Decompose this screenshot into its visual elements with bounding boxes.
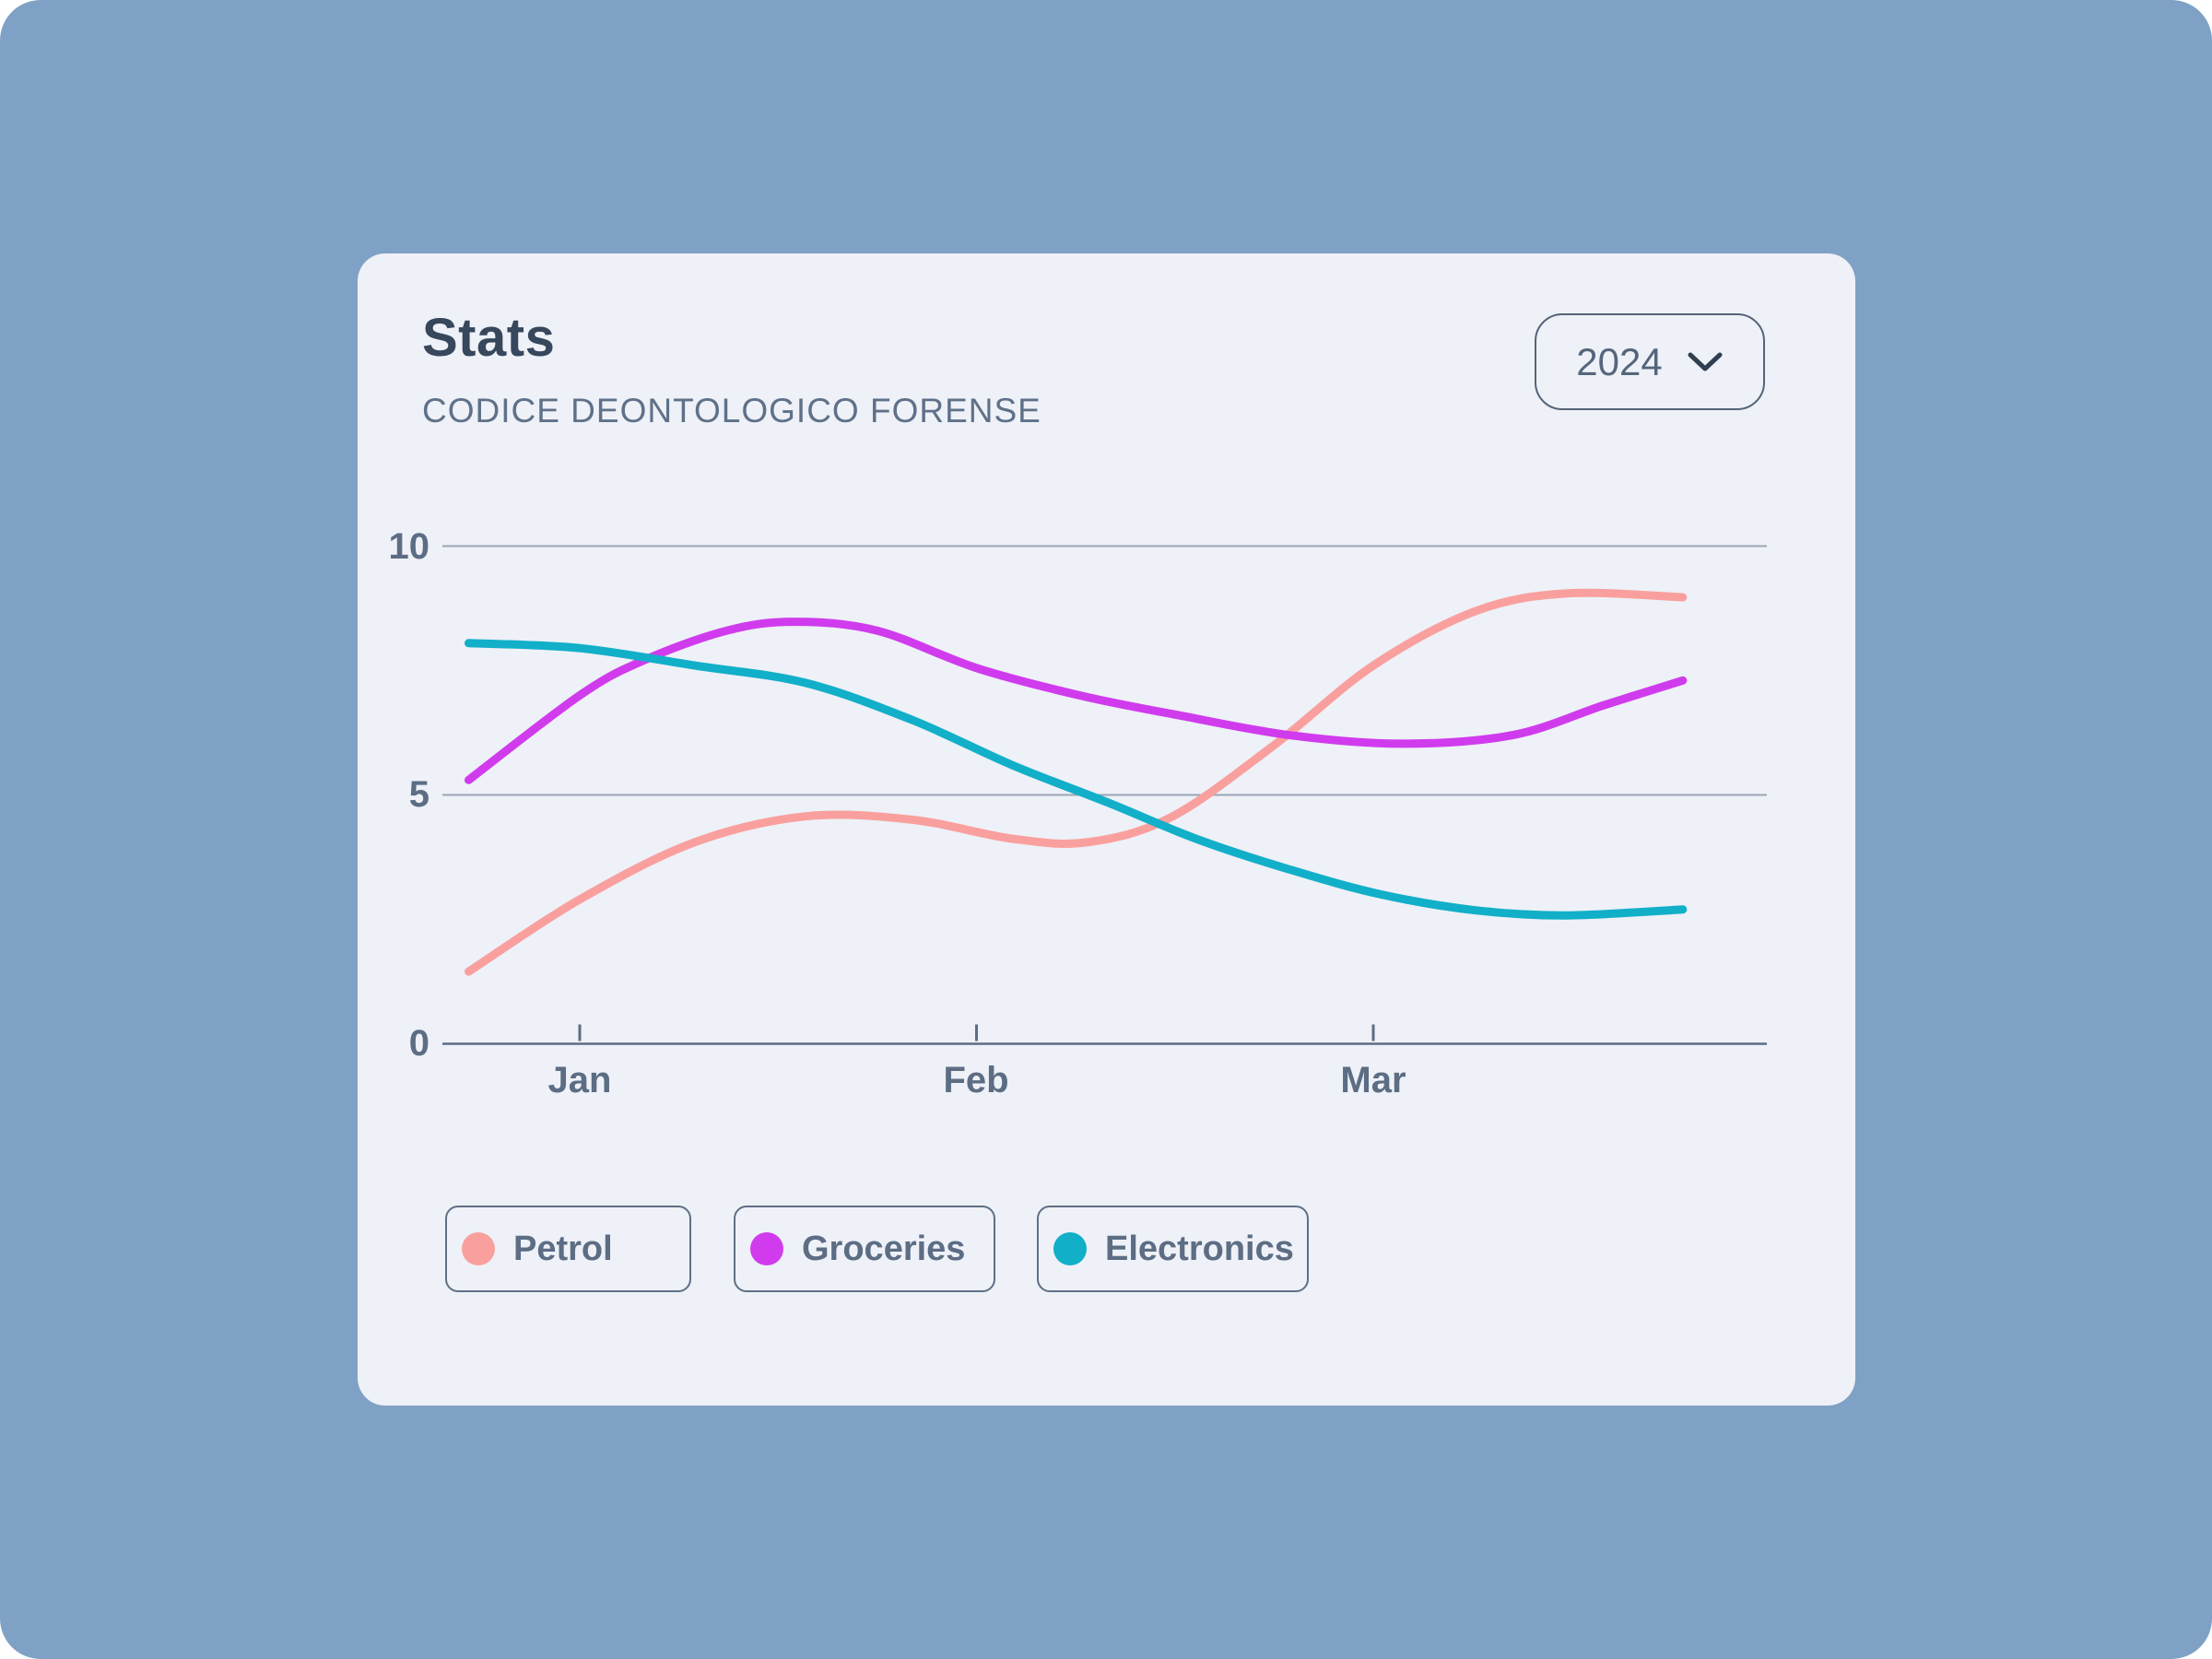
x-axis-label-jan: Jan bbox=[547, 1060, 612, 1100]
x-axis-label-mar: Mar bbox=[1340, 1060, 1406, 1100]
chart-area bbox=[387, 498, 1806, 1115]
legend-label-groceries: Groceries bbox=[802, 1229, 966, 1268]
year-dropdown[interactable]: 2024 bbox=[1535, 313, 1765, 410]
line-chart bbox=[442, 545, 1767, 1045]
x-axis-label-feb: Feb bbox=[943, 1060, 1009, 1100]
y-axis-label-10: 10 bbox=[388, 526, 430, 567]
stats-card: Stats CODICE DEONTOLOGICO FORENSE 2024 1… bbox=[358, 253, 1855, 1406]
groceries-dot-icon bbox=[750, 1232, 783, 1265]
groceries-line bbox=[465, 618, 1688, 784]
y-axis-label-0: 0 bbox=[408, 1023, 429, 1064]
legend-item-petrol[interactable]: Petrol bbox=[445, 1206, 691, 1292]
electronics-dot-icon bbox=[1053, 1232, 1087, 1265]
y-axis-label-5: 5 bbox=[408, 774, 429, 815]
petrol-line bbox=[465, 588, 1688, 976]
electronics-line bbox=[465, 639, 1688, 920]
legend-label-electronics: Electronics bbox=[1105, 1229, 1294, 1268]
legend-item-electronics[interactable]: Electronics bbox=[1037, 1206, 1309, 1292]
legend-item-groceries[interactable]: Groceries bbox=[734, 1206, 995, 1292]
year-dropdown-value: 2024 bbox=[1576, 339, 1663, 383]
legend-label-petrol: Petrol bbox=[513, 1229, 613, 1268]
petrol-dot-icon bbox=[462, 1232, 495, 1265]
page-subtitle: CODICE DEONTOLOGICO FORENSE bbox=[422, 392, 1041, 429]
chevron-down-icon bbox=[1688, 352, 1723, 371]
page-title: Stats bbox=[422, 308, 556, 368]
